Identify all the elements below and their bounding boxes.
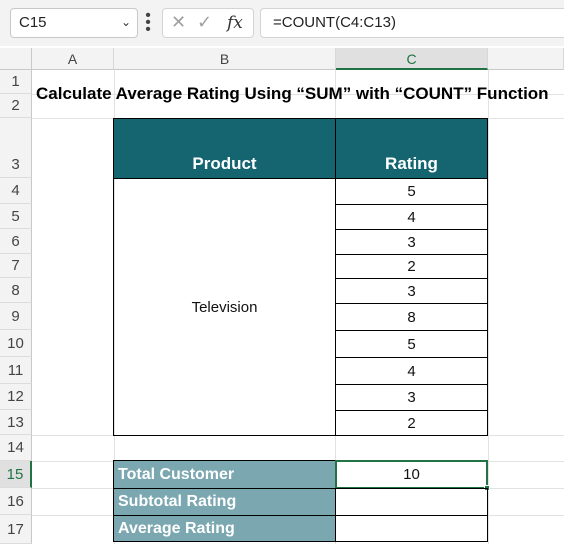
rating-cell[interactable]: 3: [335, 384, 488, 411]
rating-cell[interactable]: 4: [335, 204, 488, 230]
formula-actions: ✕ ✓ fx: [162, 8, 254, 38]
row-header-6[interactable]: 6: [0, 229, 32, 254]
row-header-17[interactable]: 17: [0, 515, 32, 544]
row-header-8[interactable]: 8: [0, 278, 32, 303]
average-rating-label[interactable]: Average Rating: [113, 515, 336, 542]
row-header-10[interactable]: 10: [0, 330, 32, 357]
close-icon[interactable]: ✕: [171, 12, 187, 32]
rating-cell[interactable]: 2: [335, 254, 488, 279]
select-all-corner[interactable]: [0, 48, 32, 70]
chevron-down-icon[interactable]: ⌄: [120, 15, 131, 29]
column-header-d[interactable]: [488, 48, 564, 70]
row-header-7[interactable]: 7: [0, 254, 32, 278]
row-header-16[interactable]: 16: [0, 488, 32, 515]
subtotal-rating-value[interactable]: [335, 488, 488, 516]
rating-cell[interactable]: 8: [335, 303, 488, 331]
formula-input[interactable]: =COUNT(C4:C13): [260, 8, 564, 38]
rating-cell[interactable]: 2: [335, 410, 488, 436]
active-cell-selection: [335, 460, 488, 489]
row-header-15[interactable]: 15: [0, 461, 32, 488]
more-options-icon[interactable]: • • •: [145, 7, 151, 38]
rating-cell[interactable]: 5: [335, 330, 488, 358]
rating-cell[interactable]: 3: [335, 278, 488, 304]
row-header-9[interactable]: 9: [0, 303, 32, 330]
row-header-3[interactable]: 3: [0, 118, 32, 178]
row-header-1[interactable]: 1: [0, 70, 32, 94]
column-header-c[interactable]: C: [336, 48, 488, 70]
header-rating[interactable]: Rating: [335, 118, 488, 179]
average-rating-value[interactable]: [335, 515, 488, 542]
row-header-2[interactable]: 2: [0, 94, 32, 118]
gridline: [114, 70, 115, 544]
row-header-5[interactable]: 5: [0, 204, 32, 229]
subtotal-rating-label[interactable]: Subtotal Rating: [113, 488, 336, 516]
rating-cell[interactable]: 3: [335, 229, 488, 255]
row-header-13[interactable]: 13: [0, 410, 32, 435]
rating-cell[interactable]: 4: [335, 357, 488, 385]
insert-function-icon[interactable]: fx: [227, 13, 243, 33]
name-box[interactable]: C15 ⌄: [10, 8, 138, 38]
column-header-a[interactable]: A: [32, 48, 114, 70]
header-product[interactable]: Product: [113, 118, 336, 179]
sheet-title[interactable]: Calculate Average Rating Using “SUM” wit…: [36, 84, 549, 103]
product-cell[interactable]: Television: [113, 178, 336, 436]
formula-bar: C15 ⌄ • • • ✕ ✓ fx =COUNT(C4:C13): [0, 0, 564, 46]
row-header-12[interactable]: 12: [0, 384, 32, 410]
row-header-11[interactable]: 11: [0, 357, 32, 384]
gridline: [488, 70, 489, 544]
total-customer-label[interactable]: Total Customer: [113, 460, 336, 489]
gridline: [32, 94, 564, 95]
column-header-b[interactable]: B: [114, 48, 336, 70]
row-header-4[interactable]: 4: [0, 178, 32, 204]
check-icon[interactable]: ✓: [197, 12, 213, 32]
row-header-14[interactable]: 14: [0, 435, 32, 461]
name-box-value: C15: [19, 14, 47, 31]
rating-cell[interactable]: 5: [335, 178, 488, 205]
